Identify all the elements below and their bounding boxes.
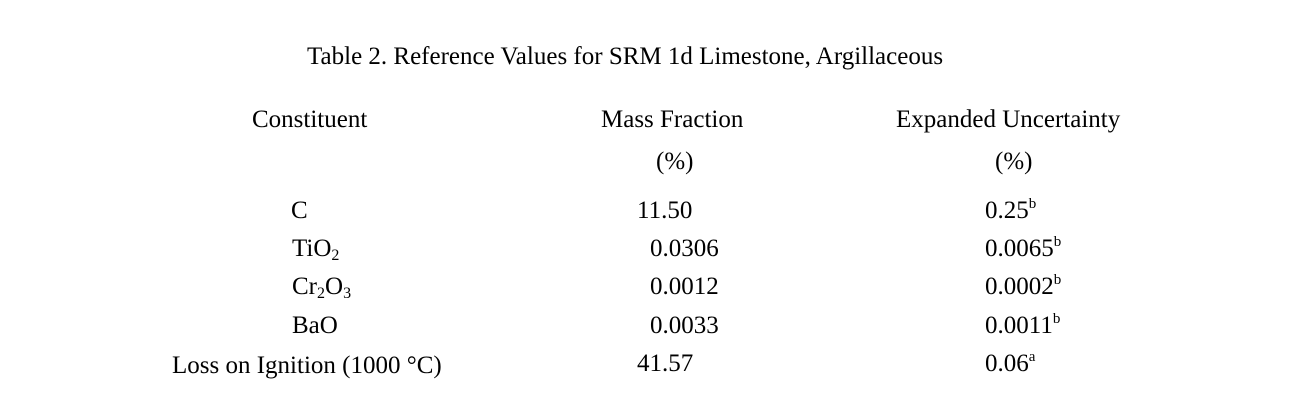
- header-expanded-uncertainty: Expanded Uncertainty: [896, 106, 1121, 133]
- uncertainty-cell: 0.0011b: [985, 311, 1061, 339]
- mass-fraction-cell: 0.0306: [650, 235, 719, 262]
- formula-part: O: [325, 273, 344, 300]
- mass-fraction-cell: 41.57: [637, 350, 694, 377]
- formula-part: O: [313, 235, 332, 262]
- footnote-marker: b: [1053, 234, 1062, 250]
- uncertainty-value: 0.0002: [985, 273, 1054, 300]
- uncertainty-value: 0.25: [985, 197, 1029, 224]
- formula-subscript: 2: [317, 285, 325, 302]
- formula-part: Ti: [292, 235, 314, 262]
- mass-fraction-cell: 11.50: [637, 197, 693, 224]
- formula-part: Cr: [292, 273, 317, 300]
- header-mass-fraction: Mass Fraction: [601, 106, 744, 133]
- uncertainty-cell: 0.06a: [985, 349, 1036, 377]
- uncertainty-cell: 0.0065b: [985, 234, 1062, 262]
- header-mass-fraction-unit: (%): [656, 148, 694, 175]
- footnote-marker: b: [1052, 311, 1061, 327]
- footnote-marker: b: [1028, 196, 1037, 212]
- constituent-cell: Cr2O3: [292, 273, 352, 302]
- header-constituent: Constituent: [252, 106, 368, 133]
- uncertainty-value: 0.0065: [985, 235, 1054, 262]
- mass-fraction-cell: 0.0033: [650, 312, 719, 339]
- footnote-marker: a: [1028, 349, 1036, 365]
- uncertainty-value: 0.0011: [985, 312, 1053, 339]
- mass-fraction-cell: 0.0012: [650, 273, 719, 300]
- constituent-cell: TiO2: [292, 235, 340, 264]
- constituent-cell: C: [291, 197, 308, 224]
- formula-subscript: 2: [331, 247, 340, 264]
- uncertainty-value: 0.06: [985, 350, 1029, 377]
- footnote-marker: b: [1053, 272, 1062, 288]
- uncertainty-cell: 0.25b: [985, 196, 1037, 224]
- constituent-cell: Loss on Ignition (1000 °C): [172, 352, 442, 379]
- formula-subscript: 3: [343, 285, 352, 302]
- constituent-cell: BaO: [292, 312, 338, 339]
- uncertainty-cell: 0.0002b: [985, 272, 1062, 300]
- header-expanded-uncertainty-unit: (%): [995, 148, 1033, 175]
- table-title: Table 2. Reference Values for SRM 1d Lim…: [307, 43, 944, 70]
